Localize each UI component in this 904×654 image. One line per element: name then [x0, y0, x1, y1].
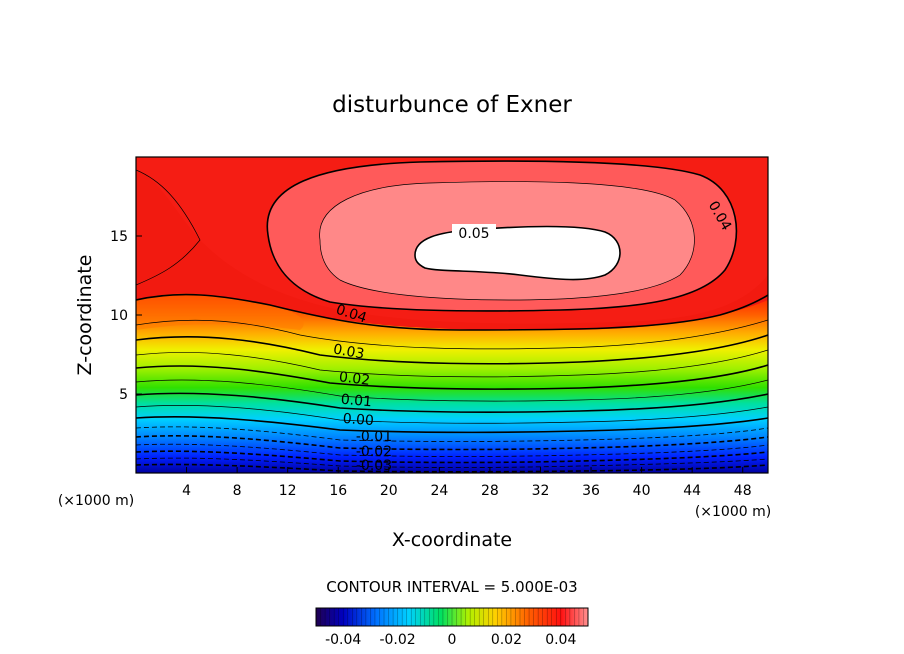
contour-fill — [136, 157, 768, 473]
x-tick-label: 16 — [329, 483, 347, 499]
x-tick-label: 40 — [633, 483, 651, 499]
contour-label: 0.01 — [340, 392, 372, 411]
contour-0.035 — [136, 293, 768, 331]
contour-label: 0.02 — [338, 369, 371, 389]
x-axis-label: X-coordinate — [392, 529, 512, 551]
contour-label: -0.02 — [356, 444, 392, 460]
contour-0.025 — [136, 349, 768, 378]
contour-label: -0.01 — [356, 429, 392, 445]
contour-neg-0.015 — [136, 443, 768, 457]
x-tick-label: 32 — [532, 483, 550, 499]
contour-0.02 — [136, 364, 768, 390]
x-tick-label: 48 — [734, 483, 752, 499]
y-axis: 5 10 15 — [110, 229, 142, 403]
contour-label-group: 0.05 0.04 0.04 0.03 0.02 0.01 0.00 -0.01… — [332, 199, 734, 474]
y-tick-label: 10 — [110, 308, 128, 324]
x-axis: 4 8 12 16 20 24 28 32 36 40 44 48 — [182, 467, 752, 499]
colorbar-bar — [315, 607, 589, 627]
colorbar-ticks: -0.04 -0.02 0 0.02 0.04 — [325, 632, 576, 648]
contour-neg-0.03 — [136, 463, 768, 473]
colorbar-tick-label: -0.04 — [325, 632, 361, 648]
contour-0.0325 — [136, 319, 768, 350]
x-unit-left: (×1000 m) — [58, 493, 134, 509]
x-unit-right: (×1000 m) — [695, 504, 771, 520]
x-tick-label: 8 — [233, 483, 242, 499]
y-tick-label: 15 — [110, 229, 128, 245]
colorbar: -0.04 -0.02 0 0.02 0.04 — [315, 607, 589, 648]
colorbar-tick-label: 0.02 — [491, 632, 522, 648]
contour-0.005 — [136, 405, 768, 424]
contour-neg-0.025 — [136, 457, 768, 468]
chart-title: disturbunce of Exner — [332, 92, 572, 118]
x-tick-label: 44 — [683, 483, 701, 499]
contour-lines — [136, 160, 768, 473]
contour-neg-0.02 — [136, 450, 768, 464]
contour-label: 0.05 — [458, 226, 489, 242]
contour-0.01 — [136, 392, 768, 414]
contour-left-edge — [136, 169, 201, 286]
contour-interval-text: CONTOUR INTERVAL = 5.000E-03 — [326, 578, 577, 596]
x-tick-label: 20 — [380, 483, 398, 499]
colorbar-tick-label: 0.04 — [545, 632, 576, 648]
contour-0.015 — [136, 379, 768, 402]
contour-label: 0.00 — [342, 411, 374, 429]
label-bg — [452, 224, 496, 240]
contour-label: -0.03 — [356, 458, 392, 474]
colorbar-tick-label: -0.02 — [379, 632, 415, 648]
contour-neg-0.005 — [136, 426, 768, 442]
x-tick-label: 28 — [481, 483, 499, 499]
colorbar-stripes — [320, 608, 584, 626]
x-tick-label: 4 — [182, 483, 191, 499]
contour-label: 0.03 — [332, 341, 365, 362]
contour-0.04 — [266, 160, 738, 312]
contour-0.045 — [319, 181, 695, 301]
contour-0.03 — [136, 334, 768, 365]
x-tick-label: 12 — [279, 483, 297, 499]
colorbar-tick-label: 0 — [448, 632, 457, 648]
x-tick-label: 36 — [582, 483, 600, 499]
contour-0.00 — [136, 416, 768, 434]
contour-neg-0.01 — [136, 435, 768, 451]
y-axis-label: Z-coordinate — [74, 255, 96, 376]
x-tick-label: 24 — [430, 483, 448, 499]
y-tick-label: 5 — [119, 387, 128, 403]
